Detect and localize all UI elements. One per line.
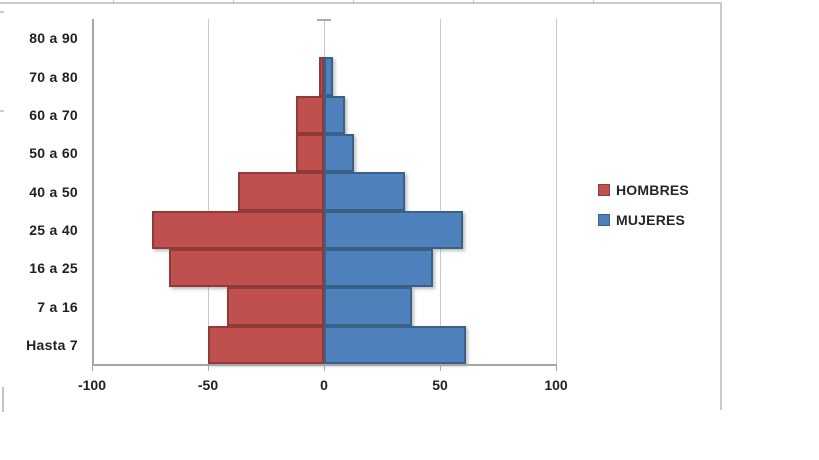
bar-mujeres-7-a-16 — [324, 287, 413, 326]
legend-label-hombres: HOMBRES — [616, 182, 689, 198]
x-axis-tick-50 — [440, 366, 441, 371]
bar-hombres-60-a-70 — [296, 95, 324, 134]
bar-hombres-16-a-25 — [168, 249, 324, 288]
x-tick-label--100: -100 — [77, 377, 107, 393]
chart-border-top — [0, 2, 721, 4]
gridline-x-50 — [440, 19, 441, 364]
bar-mujeres-25-a-40 — [324, 210, 464, 249]
category-label-60-a-70: 60 a 70 — [29, 106, 78, 123]
category-label-7-a-16: 7 a 16 — [37, 298, 78, 315]
gridline-x-100 — [556, 19, 557, 364]
x-tick-label-100: 100 — [544, 377, 568, 393]
legend: HOMBRES MUJERES — [598, 181, 689, 241]
x-axis-line — [92, 364, 557, 366]
category-label-25-a-40: 25 a 40 — [29, 221, 78, 238]
x-axis-tick--100 — [92, 366, 93, 371]
legend-label-mujeres: MUJERES — [616, 212, 686, 228]
category-axis-top-tick — [317, 19, 331, 21]
sheet-column-tick — [233, 0, 234, 3]
category-label-40-a-50: 40 a 50 — [29, 183, 78, 200]
bar-hombres-hasta-7 — [208, 325, 324, 364]
x-tick-label-0: 0 — [320, 377, 328, 393]
category-label-50-a-60: 50 a 60 — [29, 145, 78, 162]
legend-item-hombres: HOMBRES — [598, 181, 689, 199]
bar-mujeres-50-a-60 — [324, 134, 355, 173]
x-axis-tick-100 — [556, 366, 557, 371]
bar-mujeres-60-a-70 — [324, 95, 345, 134]
sheet-column-tick — [593, 0, 594, 3]
x-axis-tick-0 — [324, 366, 325, 371]
legend-item-mujeres: MUJERES — [598, 211, 689, 229]
hombres-series-swatch-icon — [598, 184, 610, 196]
x-tick-label-50: 50 — [432, 377, 448, 393]
x-axis-tick--50 — [208, 366, 209, 371]
category-label-80-a-90: 80 a 90 — [29, 30, 78, 47]
mujeres-series-swatch-icon — [598, 214, 610, 226]
category-label-16-a-25: 16 a 25 — [29, 260, 78, 277]
sheet-gridline-fragment — [2, 387, 4, 412]
gridline-x--50 — [208, 19, 209, 364]
sheet-row-dash — [0, 110, 4, 112]
category-label-70-a-80: 70 a 80 — [29, 68, 78, 85]
sheet-column-tick — [113, 0, 114, 3]
bar-mujeres-70-a-80 — [324, 57, 334, 96]
chart-border-right — [720, 2, 722, 410]
bar-hombres-70-a-80 — [319, 57, 324, 96]
sheet-column-tick — [473, 0, 474, 3]
bar-mujeres-16-a-25 — [324, 249, 434, 288]
bar-hombres-7-a-16 — [226, 287, 324, 326]
x-tick-label--50: -50 — [197, 377, 219, 393]
bar-hombres-50-a-60 — [296, 134, 324, 173]
value-axis-min-line — [92, 19, 94, 364]
bar-hombres-25-a-40 — [152, 210, 324, 249]
bar-hombres-40-a-50 — [238, 172, 324, 211]
sheet-column-tick — [353, 0, 354, 3]
bar-mujeres-hasta-7 — [324, 325, 466, 364]
bar-mujeres-40-a-50 — [324, 172, 406, 211]
category-label-hasta-7: Hasta 7 — [26, 336, 78, 353]
sheet-row-dash — [0, 11, 4, 13]
